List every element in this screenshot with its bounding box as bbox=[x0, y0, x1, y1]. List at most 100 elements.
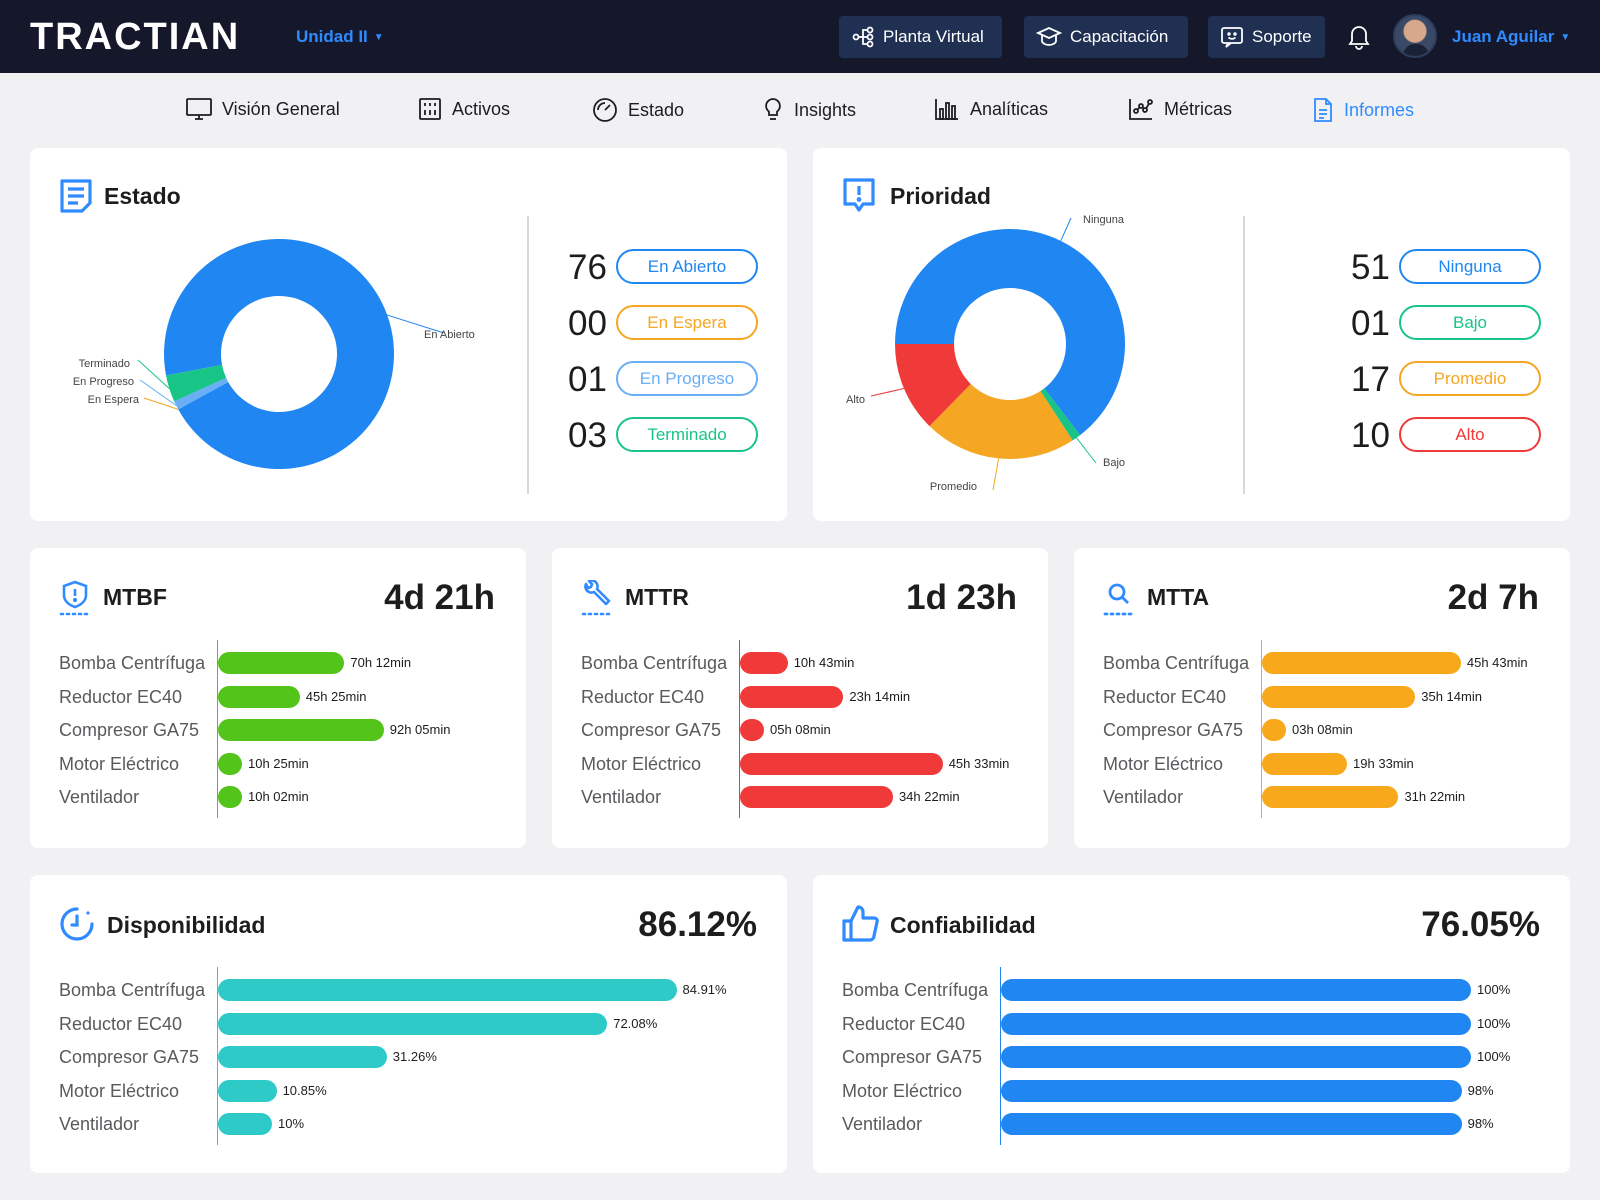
estado-card: Estado En Abierto En Espera En Progreso Ter… bbox=[30, 148, 787, 521]
promedio-count: 17 bbox=[1351, 360, 1390, 399]
estado-donut-chart: En Abierto En Espera En Progreso Terminado bbox=[73, 239, 475, 470]
confiabilidad-card: Confiabilidad 76.05% Bomba Centrífuga 100… bbox=[813, 875, 1570, 1173]
nav-label: Estado bbox=[628, 100, 685, 120]
en-abierto-pill[interactable]: En Abierto bbox=[616, 249, 758, 284]
leader-line-ninguna bbox=[1060, 217, 1072, 242]
chevron-down-icon: ▼ bbox=[373, 32, 384, 43]
bar-compresor-ga75[interactable] bbox=[218, 719, 384, 741]
donut-slice-en-progreso[interactable] bbox=[174, 377, 229, 410]
bar-compresor-ga75[interactable] bbox=[740, 719, 764, 741]
bar-compresor-ga75[interactable] bbox=[1262, 719, 1286, 741]
bar-compresor-ga75[interactable] bbox=[218, 1046, 387, 1068]
donut-label-en-progreso: En Progreso bbox=[73, 376, 134, 388]
promedio-pill[interactable]: Promedio bbox=[1399, 361, 1541, 396]
en-espera-count: 00 bbox=[568, 304, 607, 343]
terminado-pill[interactable]: Terminado bbox=[616, 417, 758, 452]
magnifier-icon bbox=[1103, 583, 1135, 616]
nav-vision-general[interactable]: Visión General bbox=[186, 97, 340, 121]
notifications-bell-icon[interactable] bbox=[1346, 22, 1372, 55]
donut-slice-alto[interactable] bbox=[895, 344, 971, 427]
bar-bomba-centrifuga[interactable] bbox=[1262, 652, 1461, 674]
chart-axis bbox=[739, 640, 740, 818]
mtta-card: MTTA 2d 7h Bomba Centrífuga 45h 43min Redu… bbox=[1074, 548, 1570, 848]
bar-ventilador[interactable] bbox=[218, 1113, 272, 1135]
bar-bomba-centrifuga[interactable] bbox=[1001, 979, 1471, 1001]
wrench-icon bbox=[581, 580, 613, 616]
nav-informes[interactable]: Informes bbox=[1312, 97, 1414, 123]
nav-label: Informes bbox=[1344, 100, 1415, 120]
bar-value-reductor-ec40: 45h 25min bbox=[305, 688, 367, 704]
unit-selector[interactable]: Unidad II ▼ bbox=[296, 26, 384, 49]
graduation-cap-icon bbox=[1036, 27, 1062, 46]
assets-grid-icon bbox=[419, 98, 441, 120]
bajo-pill[interactable]: Bajo bbox=[1399, 305, 1541, 340]
unit-selector-label: Unidad II bbox=[296, 27, 368, 46]
tractian-logo[interactable]: TRACTIAN bbox=[30, 16, 241, 58]
bar-bomba-centrifuga[interactable] bbox=[218, 979, 677, 1001]
alto-pill[interactable]: Alto bbox=[1399, 417, 1541, 452]
prioridad-donut-chart: Ninguna Bajo Promedio Alto bbox=[846, 214, 1125, 493]
donut-slice-bajo[interactable] bbox=[1040, 388, 1081, 441]
ninguna-pill[interactable]: Ninguna bbox=[1399, 249, 1541, 284]
mttr-title: MTTR bbox=[625, 584, 689, 610]
soporte-button[interactable]: Soporte bbox=[1208, 16, 1325, 58]
priority-alert-icon bbox=[843, 178, 875, 212]
bar-value-reductor-ec40: 100% bbox=[1477, 1015, 1511, 1031]
bar-value-bomba-centrifuga: 10h 43min bbox=[793, 655, 855, 670]
nav-estado[interactable]: Estado bbox=[592, 97, 684, 123]
user-avatar[interactable] bbox=[1393, 14, 1437, 58]
bar-value-bomba-centrifuga: 45h 43min bbox=[1466, 655, 1528, 670]
leader-line-alto bbox=[870, 388, 905, 397]
leader-line-terminado bbox=[137, 359, 170, 390]
nav-metricas[interactable]: Métricas bbox=[1128, 97, 1232, 121]
bar-motor-electrico[interactable] bbox=[218, 752, 242, 775]
bar-ventilador[interactable] bbox=[740, 786, 893, 808]
bar-label-motor-electrico: Motor Eléctrico bbox=[581, 753, 702, 774]
planta-virtual-button[interactable]: Planta Virtual bbox=[839, 16, 1002, 58]
bar-label-bomba-centrifuga: Bomba Centrífuga bbox=[1103, 653, 1250, 673]
nav-insights[interactable]: Insights bbox=[762, 97, 856, 123]
bar-label-reductor-ec40: Reductor EC40 bbox=[59, 686, 183, 707]
bar-ventilador[interactable] bbox=[1001, 1113, 1462, 1135]
en-espera-pill[interactable]: En Espera bbox=[616, 305, 758, 340]
bar-value-ventilador: 34h 22min bbox=[898, 789, 960, 804]
bar-reductor-ec40[interactable] bbox=[740, 685, 844, 708]
divider bbox=[1243, 216, 1245, 494]
bar-ventilador[interactable] bbox=[1262, 786, 1399, 808]
bar-value-bomba-centrifuga: 84.91% bbox=[682, 982, 727, 997]
bar-value-motor-electrico: 45h 33min bbox=[948, 755, 1010, 771]
bar-value-compresor-ga75: 100% bbox=[1477, 1049, 1511, 1064]
bar-value-motor-electrico: 10.85% bbox=[282, 1082, 327, 1098]
donut-slice-en-abierto[interactable] bbox=[164, 239, 394, 470]
nav-analiticas[interactable]: Analíticas bbox=[934, 97, 1048, 121]
bar-motor-electrico[interactable] bbox=[740, 752, 943, 775]
bar-motor-electrico[interactable] bbox=[1262, 752, 1348, 775]
bar-bomba-centrifuga[interactable] bbox=[740, 652, 788, 674]
mtta-title: MTTA bbox=[1147, 584, 1210, 610]
bar-motor-electrico[interactable] bbox=[218, 1079, 277, 1102]
en-progreso-count: 01 bbox=[568, 360, 607, 399]
bar-reductor-ec40[interactable] bbox=[218, 685, 300, 708]
user-menu[interactable]: Juan Aguilar ▼ bbox=[1452, 26, 1570, 49]
capacitacion-button[interactable]: Capacitación bbox=[1024, 16, 1188, 58]
nav-activos[interactable]: Activos bbox=[418, 97, 510, 121]
bar-ventilador[interactable] bbox=[218, 786, 242, 808]
terminado-count: 03 bbox=[568, 416, 607, 455]
bar-reductor-ec40[interactable] bbox=[1001, 1012, 1471, 1035]
bar-label-ventilador: Ventilador bbox=[59, 787, 140, 807]
bar-label-reductor-ec40: Reductor EC40 bbox=[59, 1013, 183, 1034]
bar-reductor-ec40[interactable] bbox=[1262, 685, 1416, 708]
en-progreso-pill[interactable]: En Progreso bbox=[616, 361, 758, 396]
donut-slice-ninguna[interactable] bbox=[895, 228, 1125, 436]
nav-label: Activos bbox=[452, 99, 511, 119]
leader-line-en-espera bbox=[143, 397, 179, 410]
donut-slice-terminado[interactable] bbox=[166, 364, 227, 402]
ninguna-count: 51 bbox=[1351, 248, 1390, 287]
bar-compresor-ga75[interactable] bbox=[1001, 1046, 1471, 1068]
bar-bomba-centrifuga[interactable] bbox=[218, 652, 345, 674]
bar-label-compresor-ga75: Compresor GA75 bbox=[59, 720, 200, 740]
chart-axis bbox=[217, 640, 218, 818]
donut-slice-promedio[interactable] bbox=[929, 383, 1073, 459]
bar-reductor-ec40[interactable] bbox=[218, 1012, 608, 1035]
bar-motor-electrico[interactable] bbox=[1001, 1079, 1462, 1102]
